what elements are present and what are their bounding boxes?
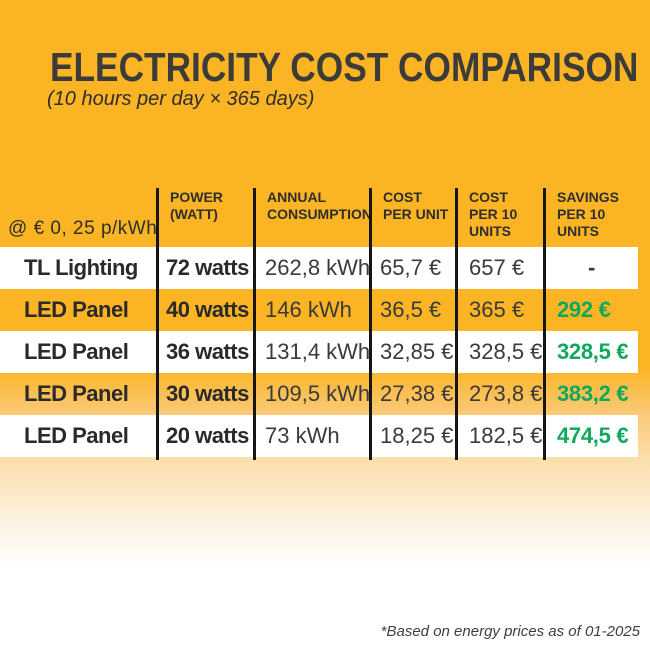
row-label: TL Lighting [0,247,158,289]
annual-consumption-cell: 131,4 kWh [255,331,371,373]
savings-cell: 474,5 € [545,415,638,457]
savings-cell: 383,2 € [557,381,629,406]
comparison-table: @ € 0, 25 p/kWh POWER (WATT) ANNUAL CONS… [0,183,638,457]
cost-per-unit-cell: 32,85 € [371,331,457,373]
power-cell: 30 watts [166,381,249,406]
power-cell: 20 watts [158,415,255,457]
column-header-annual-consumption: ANNUAL CONSUMPTION [267,189,372,222]
cost-per-unit-cell: 65,7 € [371,247,457,289]
row-label: LED Panel [24,381,129,406]
row-label: LED Panel [24,297,129,322]
cost-per-10-units-cell: 273,8 € [469,381,543,406]
savings-cell: 328,5 € [545,331,638,373]
column-divider [253,188,256,460]
annual-consumption-cell: 262,8 kWh [255,247,371,289]
page-title: ELECTRICITY COST COMPARISON [50,44,639,90]
annual-consumption-cell: 73 kWh [255,415,371,457]
power-cell: 40 watts [166,297,249,322]
column-header-cost-per-unit: COST PER UNIT [383,189,449,222]
column-header-power: POWER (WATT) [170,189,223,222]
rate-assumption-label: @ € 0, 25 p/kWh [8,218,158,239]
annual-consumption-cell: 146 kWh [265,297,352,322]
power-cell: 72 watts [158,247,255,289]
savings-cell: 292 € [557,297,611,322]
cost-per-unit-cell: 36,5 € [380,297,442,322]
cost-per-10-units-cell: 657 € [457,247,545,289]
cost-per-unit-cell: 18,25 € [371,415,457,457]
cost-per-10-units-cell: 182,5 € [457,415,545,457]
row-label: LED Panel [0,331,158,373]
page-subtitle: (10 hours per day × 365 days) [47,88,315,110]
row-label: LED Panel [0,415,158,457]
column-divider [369,188,372,460]
column-divider [455,188,458,460]
column-divider [543,188,546,460]
savings-cell: - [545,247,638,289]
column-header-savings-per-10-units: SAVINGS PER 10 UNITS [557,189,619,239]
annual-consumption-cell: 109,5 kWh [265,381,371,406]
cost-per-10-units-cell: 365 € [469,297,525,322]
column-header-cost-per-10-units: COST PER 10 UNITS [469,189,518,239]
footnote: *Based on energy prices as of 01-2025 [380,623,640,640]
cost-per-10-units-cell: 328,5 € [457,331,545,373]
cost-per-unit-cell: 27,38 € [380,381,454,406]
power-cell: 36 watts [158,331,255,373]
column-divider [156,188,159,460]
